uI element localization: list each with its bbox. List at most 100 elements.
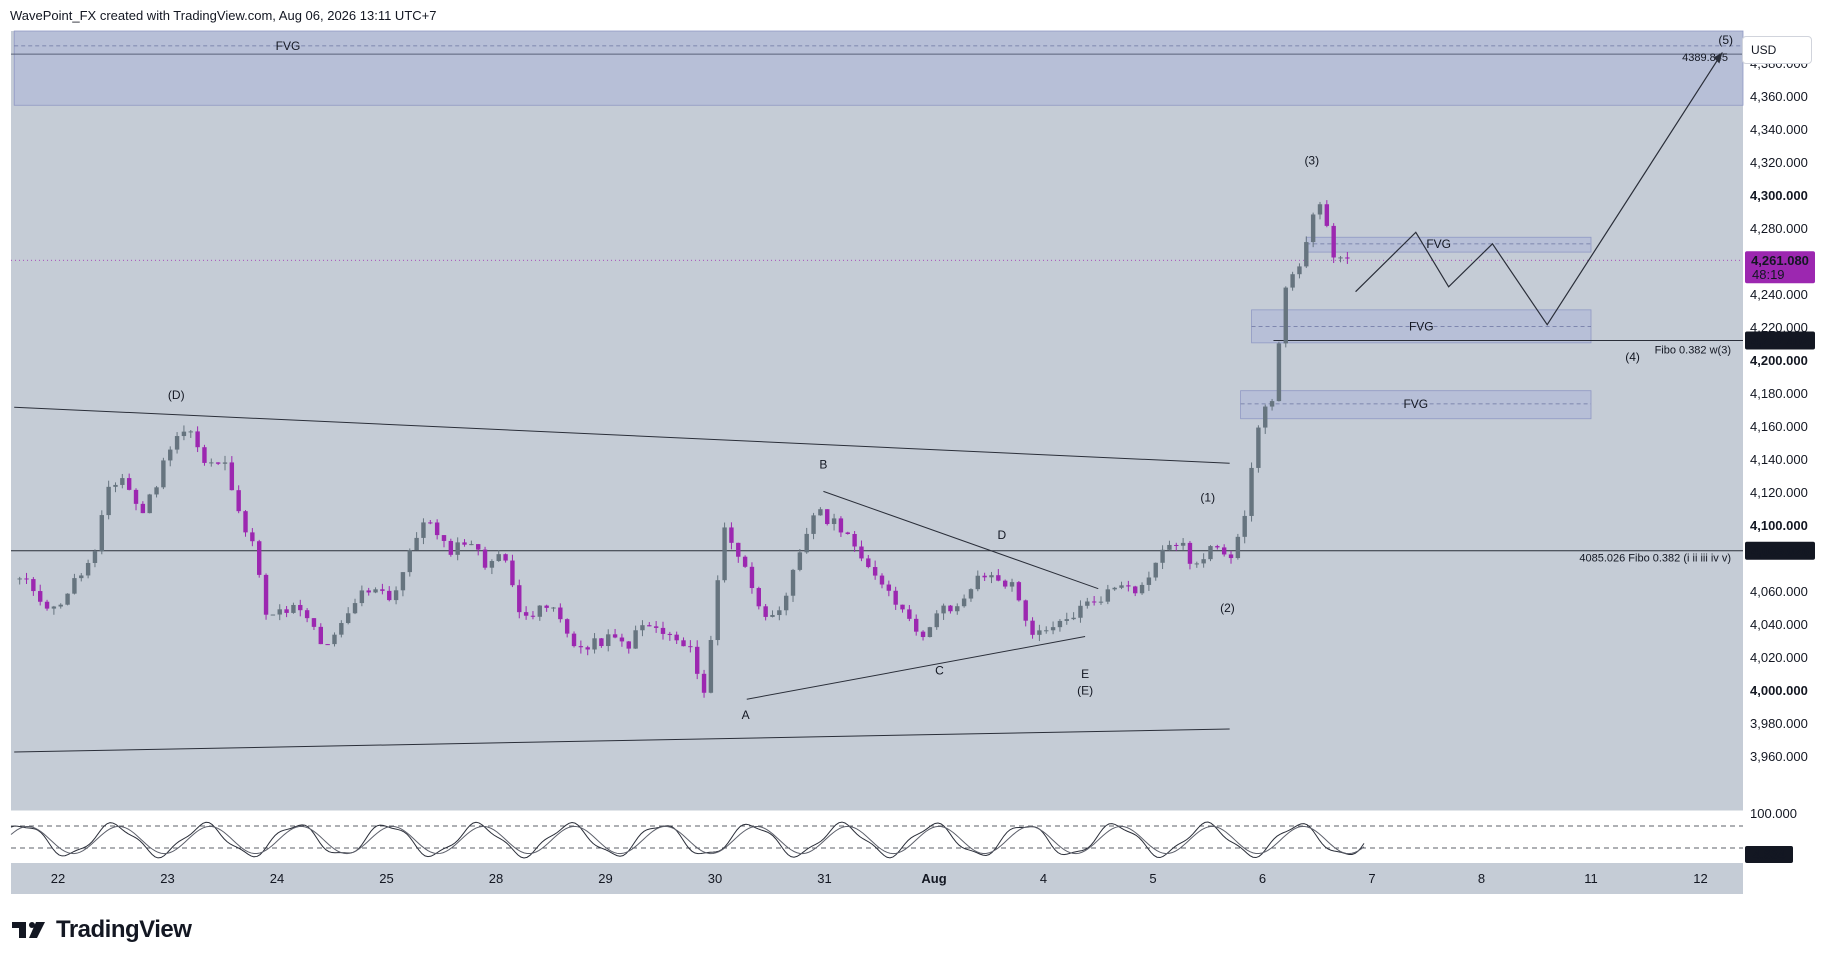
fvg-zone: [13, 30, 1744, 106]
candle-body: [859, 546, 864, 559]
candle-body: [1345, 257, 1350, 259]
time-tick: 8: [1478, 871, 1485, 886]
candle-body: [236, 490, 241, 512]
candle-body: [209, 462, 214, 464]
price-tick: 4,020.000: [1750, 650, 1808, 665]
candle-body: [99, 515, 104, 552]
candle-body: [941, 605, 946, 614]
wave-label: (2): [1220, 601, 1235, 615]
candle-body: [284, 609, 289, 613]
candle-body: [907, 609, 912, 619]
price-tick: 3,960.000: [1750, 749, 1808, 764]
candle-body: [1153, 562, 1158, 578]
candle-body: [202, 447, 207, 463]
candle-body: [318, 626, 323, 645]
candle-body: [1167, 544, 1172, 550]
wave-label: E: [1081, 667, 1089, 681]
candle-body: [1194, 563, 1199, 565]
candle-body: [352, 603, 358, 614]
oscillator-pane: 100.000 4.634: [10, 806, 1797, 863]
candle-body: [325, 644, 330, 646]
candle-body: [640, 625, 645, 631]
candle-body: [804, 533, 809, 553]
candle-body: [503, 554, 508, 561]
candle-body: [387, 590, 392, 601]
fibo-level-label: 4085.026 Fibo 0.382 (i ii iii iv v): [1579, 553, 1731, 565]
candle-body: [250, 532, 255, 542]
channel-upper-line: [14, 406, 1230, 464]
candle-body: [619, 637, 625, 642]
candle-body: [1044, 630, 1049, 632]
candle-body: [1016, 582, 1022, 601]
wave-label: (4): [1625, 350, 1640, 364]
candle-body: [770, 615, 775, 617]
candle-body: [1057, 620, 1063, 628]
candle-body: [1146, 577, 1152, 585]
candle-body: [1009, 582, 1015, 587]
candle-body: [920, 631, 926, 638]
candle-body: [229, 462, 235, 491]
current-price-value: 4,261.080: [1751, 253, 1809, 268]
fvg-zone: [1240, 390, 1592, 420]
candle-body: [961, 598, 967, 607]
candle-body: [592, 638, 597, 650]
fvg-label: FVG: [276, 39, 301, 53]
candle-body: [482, 549, 488, 568]
candle-body: [612, 634, 618, 638]
candle-body: [1133, 586, 1138, 594]
candle-body: [722, 527, 727, 581]
candle-body: [1263, 406, 1268, 428]
candle-body: [393, 590, 399, 601]
currency-button[interactable]: USD: [1742, 36, 1812, 64]
candle-body: [927, 627, 933, 638]
candle-body: [51, 606, 57, 609]
wave-label: D: [998, 528, 1007, 542]
candle-body: [825, 509, 830, 525]
candle-body: [530, 615, 536, 617]
candle-body: [120, 478, 125, 485]
wave-label: (E): [1077, 683, 1093, 697]
price-tick: 4,180.000: [1750, 386, 1808, 401]
candle-body: [571, 633, 577, 647]
candle-body: [195, 431, 200, 448]
price-tick: 4,060.000: [1750, 584, 1808, 599]
candle-body: [1221, 547, 1227, 555]
price-tick: 4,200.000: [1750, 353, 1808, 368]
candle-body: [366, 590, 371, 593]
price-tick: 4,320.000: [1750, 155, 1808, 170]
candle-body: [489, 561, 495, 568]
candle-body: [222, 462, 228, 464]
candle-body: [653, 626, 659, 628]
fibo-price-value: 4,085.026: [1751, 544, 1809, 559]
candle-body: [510, 560, 515, 586]
price-tick: 4,000.000: [1750, 683, 1808, 698]
price-tick: 4,140.000: [1750, 452, 1808, 467]
candle-body: [1050, 627, 1056, 631]
candle-body: [1126, 585, 1131, 587]
candle-body: [428, 522, 433, 524]
candle-body: [434, 522, 440, 536]
wave-label: (D): [168, 388, 185, 402]
candle-body: [564, 619, 570, 634]
candle-body: [756, 588, 761, 607]
candle-body: [400, 572, 406, 591]
candle-body: [606, 634, 611, 647]
candle-body: [277, 609, 282, 615]
time-tick: 23: [160, 871, 174, 886]
candle-body: [1160, 549, 1165, 563]
candle-body: [1235, 536, 1241, 559]
fibo-price-tag: [1745, 541, 1815, 560]
wave-label: (1): [1200, 490, 1215, 504]
candle-body: [1139, 584, 1145, 594]
candle-body: [1098, 601, 1104, 603]
candle-body: [688, 646, 693, 648]
candle-body: [92, 551, 98, 564]
time-axis-background: [11, 863, 1743, 894]
fibo-w3-price-tag: [1745, 331, 1815, 350]
candle-body: [1283, 287, 1288, 344]
candle-body: [24, 578, 29, 580]
candle-body: [1030, 620, 1035, 635]
candle-body: [332, 634, 337, 645]
tradingview-logo[interactable]: TradingView: [12, 916, 192, 944]
